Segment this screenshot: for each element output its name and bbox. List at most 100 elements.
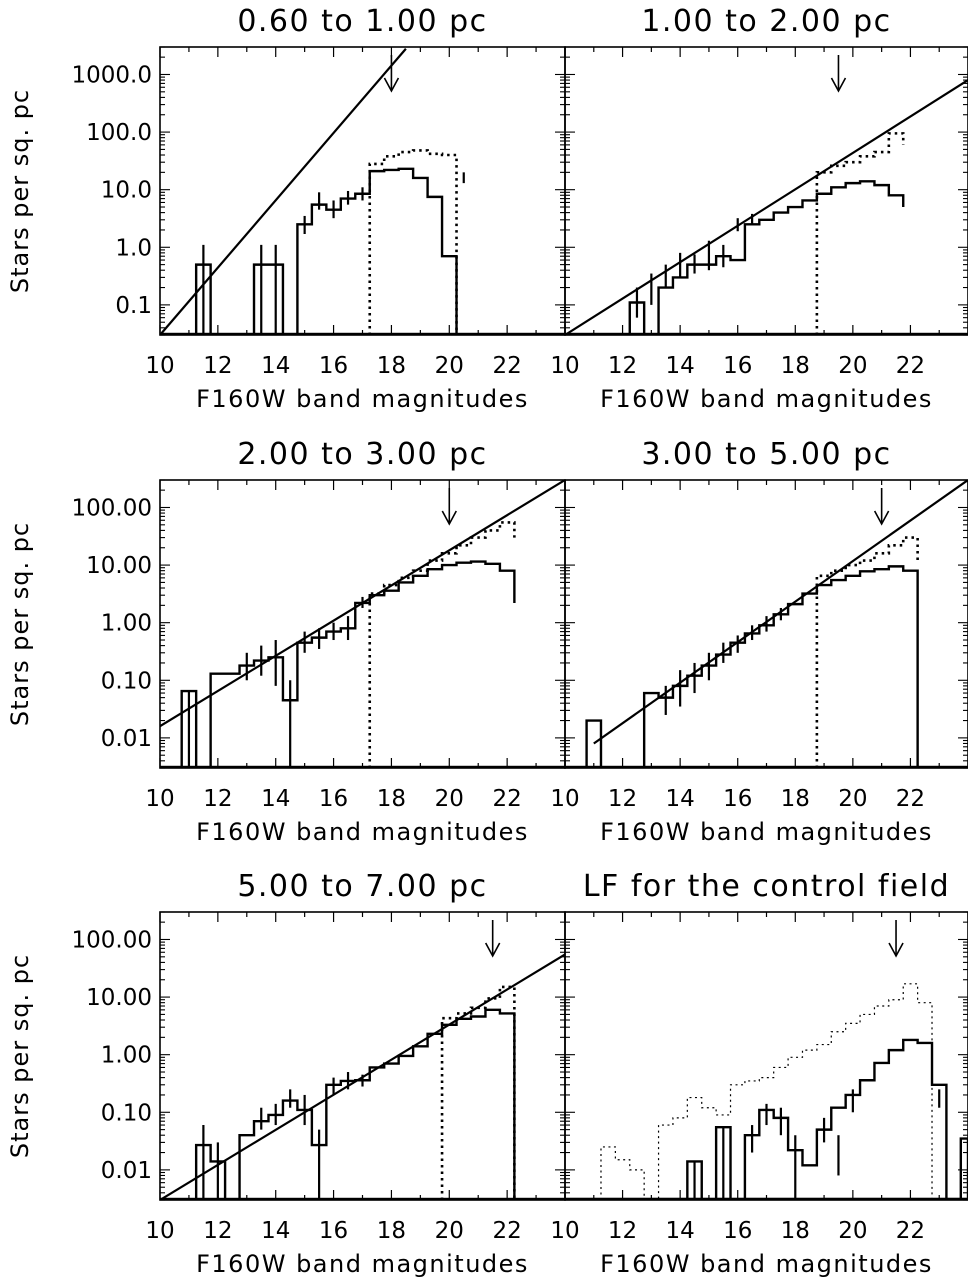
x-axis-label: F160W band magnitudes — [196, 385, 529, 413]
x-tick-label: 22 — [493, 1218, 522, 1244]
panel-data — [160, 480, 565, 768]
y-tick-label: 0.01 — [101, 1158, 152, 1184]
dotted-histogram-series — [440, 985, 516, 1200]
dotted-histogram-series — [368, 149, 458, 335]
x-axis-label: F160W band magnitudes — [196, 818, 529, 846]
plot-frame — [159, 479, 566, 769]
x-tick-label: 20 — [838, 353, 867, 379]
x-tick-label: 12 — [203, 353, 232, 379]
panel-data — [565, 480, 968, 768]
x-tick-label: 18 — [781, 353, 810, 379]
y-tick-label: 0.01 — [101, 726, 152, 752]
x-tick-label: 14 — [666, 1218, 695, 1244]
power-law-fit-line — [565, 79, 968, 335]
x-tick-label: 14 — [261, 786, 290, 812]
x-tick-label: 18 — [781, 1218, 810, 1244]
x-tick-label: 20 — [838, 1218, 867, 1244]
x-axis-label: F160W band magnitudes — [600, 385, 933, 413]
x-tick-label: 12 — [203, 1218, 232, 1244]
x-tick-label: 18 — [377, 786, 406, 812]
x-tick-label: 12 — [608, 1218, 637, 1244]
y-tick-label: 10.0 — [101, 178, 152, 204]
x-tick-label: 18 — [377, 1218, 406, 1244]
x-axis-label: F160W band magnitudes — [600, 818, 933, 846]
y-tick-label: 100.0 — [86, 120, 152, 146]
solid-histogram-series — [959, 1137, 968, 1200]
panel-middle-right: 10 12 14 16 18 20 22 3.00 to 5.00 pc F160W band … — [550, 437, 968, 846]
x-tick-label: 16 — [723, 353, 752, 379]
x-tick-label: 22 — [896, 1218, 925, 1244]
completeness-arrow-head — [484, 942, 501, 958]
solid-histogram-series — [585, 565, 919, 768]
x-tick-label: 22 — [493, 786, 522, 812]
x-tick-label: 20 — [838, 786, 867, 812]
panel-data — [160, 48, 565, 335]
panel-bottom-right: 10 12 14 16 18 20 22 LF for the control field F1… — [550, 869, 968, 1278]
panel-bottom-left: 10 12 14 16 18 20 22 0.01 0.10 1.00 10.00 100.00 5.0… — [6, 869, 566, 1278]
y-tick-label: 10.00 — [86, 553, 152, 579]
plot-frame — [564, 911, 968, 1201]
panel-title: LF for the control field — [583, 869, 950, 904]
x-tick-label: 16 — [319, 353, 348, 379]
panel-title: 5.00 to 7.00 pc — [237, 869, 487, 904]
dotted-histogram-thin-series — [600, 983, 933, 1200]
completeness-arrow-head — [441, 510, 457, 526]
x-tick-label: 16 — [319, 1218, 348, 1244]
x-tick-label: 14 — [666, 786, 695, 812]
dotted-histogram-series — [815, 132, 905, 335]
y-tick-label: 1.00 — [101, 611, 152, 637]
panel-data — [160, 953, 565, 1200]
y-tick-label: 1.0 — [115, 235, 152, 261]
x-tick-label: 20 — [435, 786, 464, 812]
x-tick-label: 10 — [145, 786, 174, 812]
x-tick-label: 10 — [550, 786, 579, 812]
solid-histogram-series — [194, 167, 458, 335]
plot-frame — [159, 911, 566, 1201]
x-tick-label: 12 — [608, 353, 637, 379]
x-tick-label: 16 — [319, 786, 348, 812]
x-tick-label: 14 — [261, 353, 290, 379]
panel-top-right: 10 12 14 16 18 20 22 1.00 to 2.00 pc F160W band … — [550, 4, 968, 413]
panel-data — [565, 79, 968, 335]
x-tick-label: 10 — [145, 1218, 174, 1244]
solid-histogram-series — [628, 180, 905, 335]
y-axis-label: Stars per sq. pc — [6, 89, 34, 293]
panel-title: 1.00 to 2.00 pc — [641, 4, 891, 39]
x-tick-label: 20 — [435, 353, 464, 379]
completeness-arrow-head — [830, 77, 847, 93]
y-tick-label: 1.00 — [101, 1043, 152, 1069]
y-tick-label: 100.00 — [72, 927, 152, 953]
solid-histogram-series — [686, 1038, 948, 1200]
solid-histogram-series — [194, 1008, 516, 1200]
x-axis-label: F160W band magnitudes — [600, 1250, 933, 1278]
x-tick-label: 10 — [550, 1218, 579, 1244]
x-tick-label: 18 — [781, 786, 810, 812]
completeness-arrow-head — [383, 77, 400, 93]
panel-title: 3.00 to 5.00 pc — [641, 437, 891, 472]
y-tick-label: 100.00 — [72, 495, 152, 521]
power-law-fit-line — [160, 48, 407, 335]
y-tick-label: 0.10 — [101, 668, 152, 694]
x-tick-label: 18 — [377, 353, 406, 379]
y-axis-label: Stars per sq. pc — [6, 954, 34, 1158]
x-tick-label: 22 — [896, 353, 925, 379]
dotted-histogram-series — [368, 521, 516, 768]
x-tick-label: 22 — [493, 353, 522, 379]
x-tick-label: 16 — [723, 786, 752, 812]
panel-title: 0.60 to 1.00 pc — [237, 4, 487, 39]
completeness-arrow-head — [873, 510, 890, 526]
y-tick-label: 0.1 — [115, 293, 152, 319]
x-tick-label: 20 — [435, 1218, 464, 1244]
x-tick-label: 14 — [261, 1218, 290, 1244]
completeness-arrow-head — [888, 942, 904, 958]
x-tick-label: 22 — [896, 786, 925, 812]
x-tick-label: 10 — [145, 353, 174, 379]
panel-data — [565, 983, 968, 1200]
y-tick-label: 1000.0 — [72, 62, 152, 88]
panel-middle-left: 10 12 14 16 18 20 22 0.01 0.10 1.00 10.00 100.00 2.0… — [6, 437, 566, 846]
x-tick-label: 12 — [608, 786, 637, 812]
x-tick-label: 16 — [723, 1218, 752, 1244]
plot-frame — [564, 46, 968, 336]
solid-histogram-series — [180, 560, 516, 768]
